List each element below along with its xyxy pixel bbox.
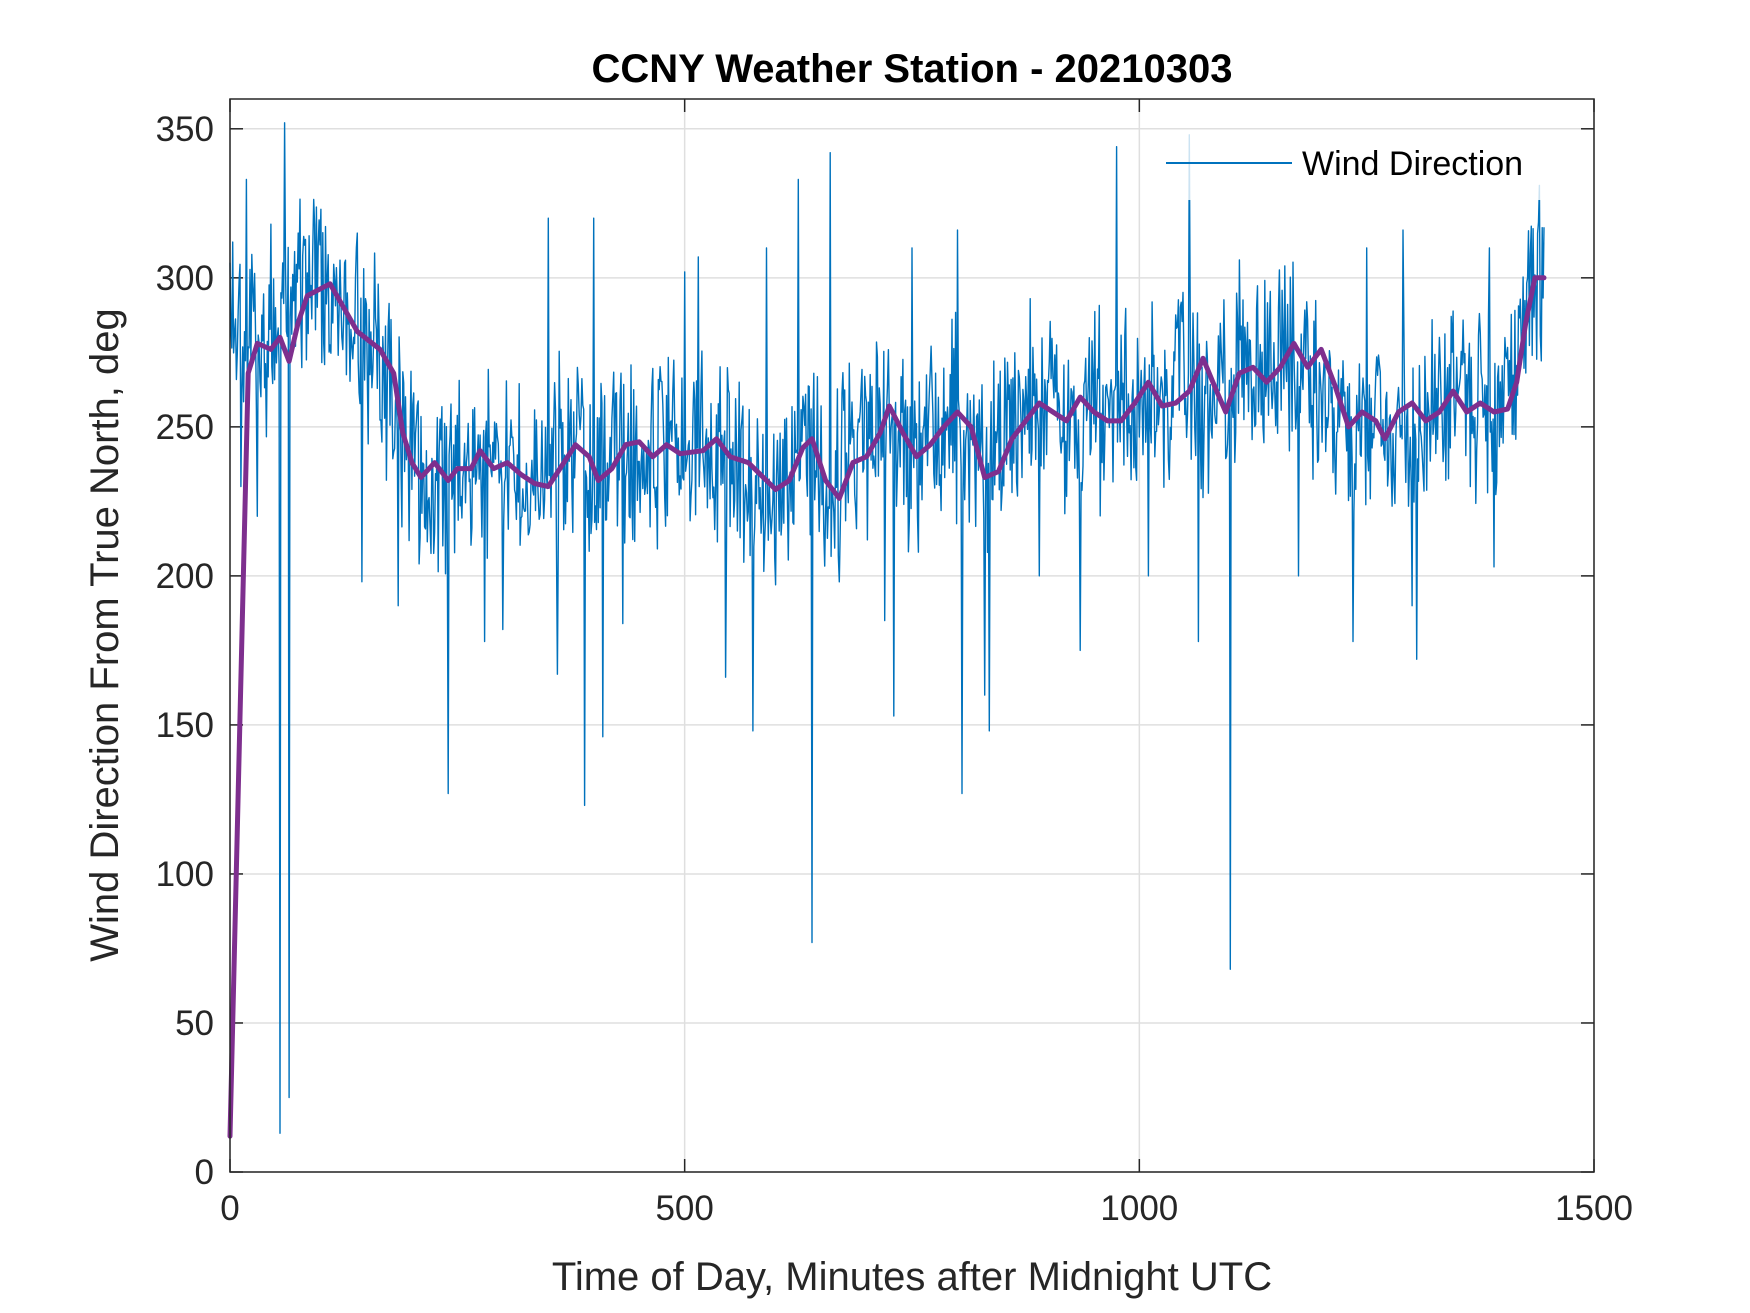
x-tick-label: 0 [220, 1189, 239, 1228]
series-line-moving-average [227, 275, 1547, 1139]
y-tick-label: 300 [156, 259, 214, 298]
y-tick-label: 200 [156, 557, 214, 596]
tick-labels: 0 500 1000 1500 0 50 100 150 200 250 300 350 [156, 110, 1633, 1228]
x-tick-label: 1500 [1555, 1189, 1633, 1228]
legend: Wind Direction [1150, 132, 1555, 200]
y-tick-label: 150 [156, 706, 214, 745]
legend-entry-wind-direction: Wind Direction [1302, 145, 1523, 183]
y-axis-label: Wind Direction From True North, deg [83, 308, 127, 962]
x-tick-label: 1000 [1100, 1189, 1178, 1228]
y-tick-label: 250 [156, 408, 214, 447]
x-axis-label: Time of Day, Minutes after Midnight UTC [552, 1255, 1272, 1299]
x-tick-label: 500 [655, 1189, 713, 1228]
chart-title: CCNY Weather Station - 20210303 [592, 47, 1233, 91]
series-layer [227, 122, 1547, 1139]
y-tick-label: 350 [156, 110, 214, 149]
plot-frame [229, 98, 1595, 1173]
y-tick-label: 0 [195, 1153, 214, 1192]
y-tick-label: 50 [175, 1004, 214, 1043]
legend-box [1150, 132, 1555, 200]
y-tick-label: 100 [156, 855, 214, 894]
series-line-wind-direction [229, 122, 1545, 1135]
